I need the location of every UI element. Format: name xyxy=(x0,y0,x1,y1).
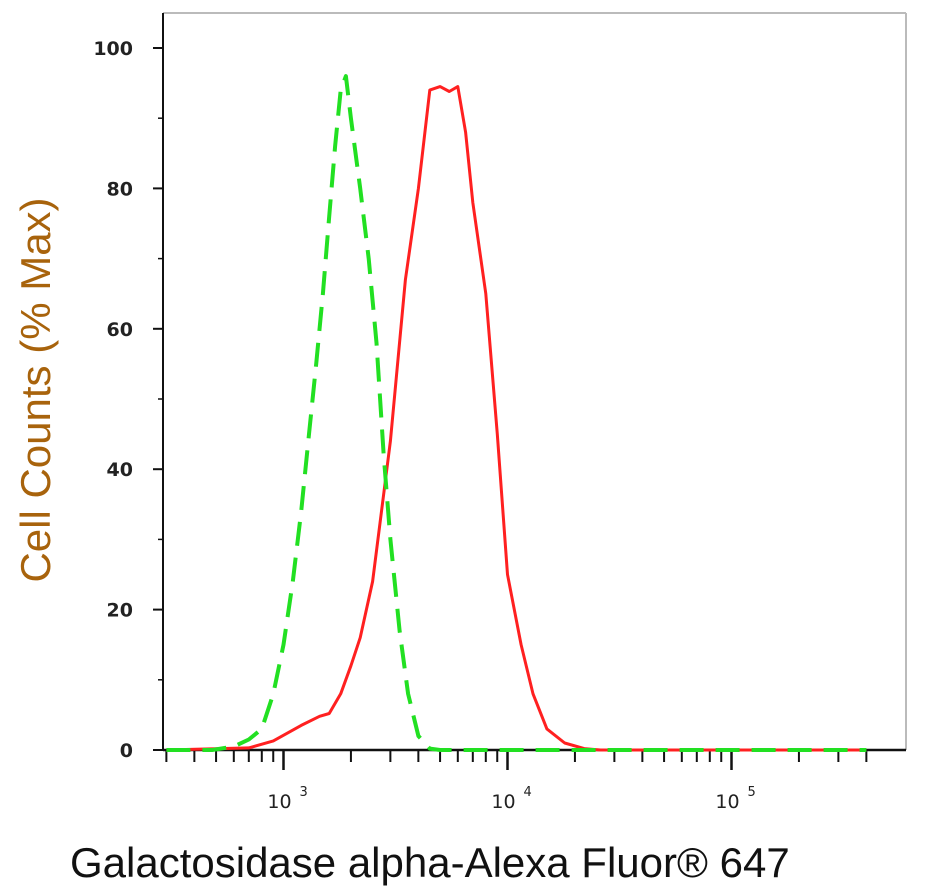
series-line-solid xyxy=(166,85,867,752)
x-tick-exponent: 4 xyxy=(524,785,532,800)
x-axis-title: Galactosidase alpha-Alexa Fluor® 647 xyxy=(70,839,790,886)
x-tick-exponent: 5 xyxy=(748,785,756,800)
y-tick-label: 60 xyxy=(107,319,133,341)
series-layer xyxy=(166,74,867,752)
y-tick-label: 100 xyxy=(93,38,133,60)
x-tick-label: 10 xyxy=(715,791,739,813)
y-axis: 0 20 40 60 80 100 xyxy=(93,38,163,762)
y-tick-label: 40 xyxy=(107,459,133,481)
x-tick-exponent: 3 xyxy=(300,785,308,800)
y-tick-label: 0 xyxy=(120,740,133,762)
x-tick-label: 10 xyxy=(491,791,515,813)
plot-frame xyxy=(162,12,907,752)
series-line-dashed xyxy=(166,74,867,752)
y-tick-label: 80 xyxy=(107,178,133,200)
y-axis-title: Cell Counts (% Max) xyxy=(12,197,59,582)
x-axis: 10 3 10 4 10 5 xyxy=(165,750,868,813)
x-tick-label: 10 xyxy=(267,791,291,813)
y-tick-label: 20 xyxy=(107,600,133,622)
